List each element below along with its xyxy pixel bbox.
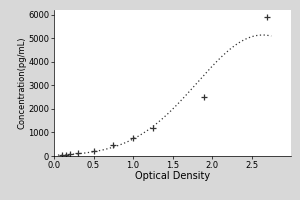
X-axis label: Optical Density: Optical Density <box>135 171 210 181</box>
Y-axis label: Concentration(pg/mL): Concentration(pg/mL) <box>18 37 27 129</box>
